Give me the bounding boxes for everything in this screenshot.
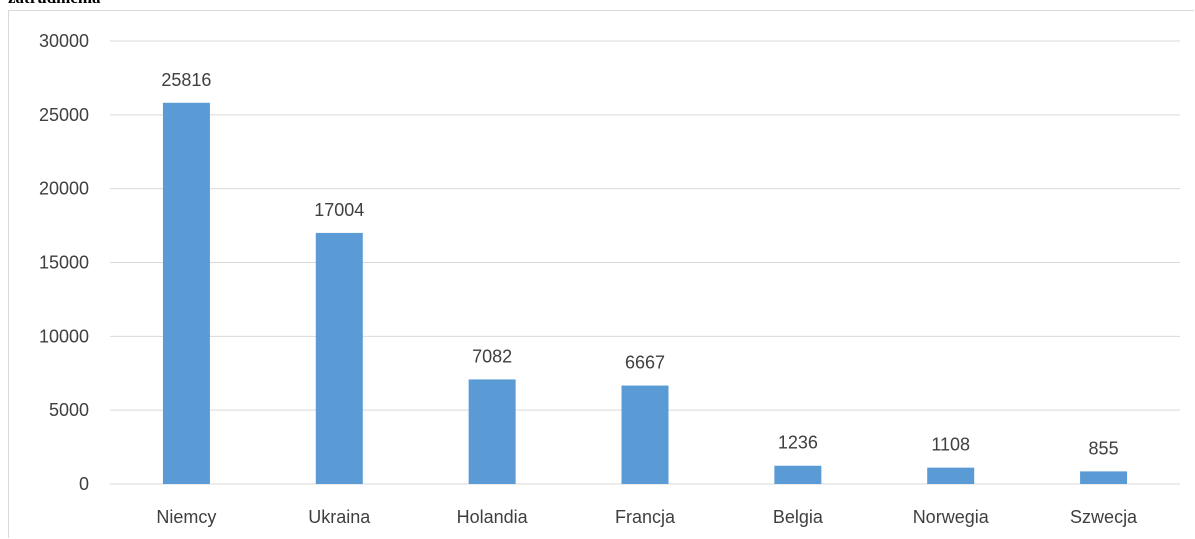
y-tick-label: 25000 [39, 105, 89, 125]
chart-frame [8, 10, 1194, 538]
data-label: 855 [1089, 438, 1119, 458]
x-axis-categories: Niemcy Ukraina Holandia Francja Belgia Norweg… [156, 507, 1138, 527]
y-tick-label: 10000 [39, 326, 89, 346]
x-category-label: Francja [615, 507, 676, 527]
data-label: 25816 [161, 70, 211, 90]
y-tick-label: 5000 [49, 400, 89, 420]
y-tick-label: 30000 [39, 31, 89, 51]
bar [162, 102, 210, 485]
y-tick-label: 0 [79, 474, 89, 494]
x-category-label: Holandia [457, 507, 529, 527]
bar [927, 467, 975, 484]
data-label: 17004 [314, 200, 364, 220]
data-label: 7082 [472, 346, 512, 366]
data-label: 1108 [931, 435, 970, 455]
chart-heading: zatrudnienia [8, 0, 101, 8]
bars [162, 102, 1128, 485]
data-label: 1236 [778, 433, 818, 453]
bar [1080, 471, 1128, 484]
data-labels: 25816 17004 7082 6667 1236 1108 855 [161, 70, 1118, 459]
y-axis-ticks: 0 5000 10000 15000 20000 25000 30000 [39, 31, 89, 494]
data-label: 6667 [625, 353, 665, 373]
y-tick-label: 15000 [39, 253, 89, 273]
x-category-label: Norwegia [913, 507, 990, 527]
bar [468, 379, 516, 484]
x-category-label: Niemcy [156, 507, 216, 527]
bar [774, 465, 822, 484]
x-category-label: Belgia [773, 507, 824, 527]
bar [621, 385, 669, 484]
x-category-label: Ukraina [308, 507, 371, 527]
y-tick-label: 20000 [39, 179, 89, 199]
bar [315, 232, 363, 484]
x-category-label: Szwecja [1070, 507, 1138, 527]
